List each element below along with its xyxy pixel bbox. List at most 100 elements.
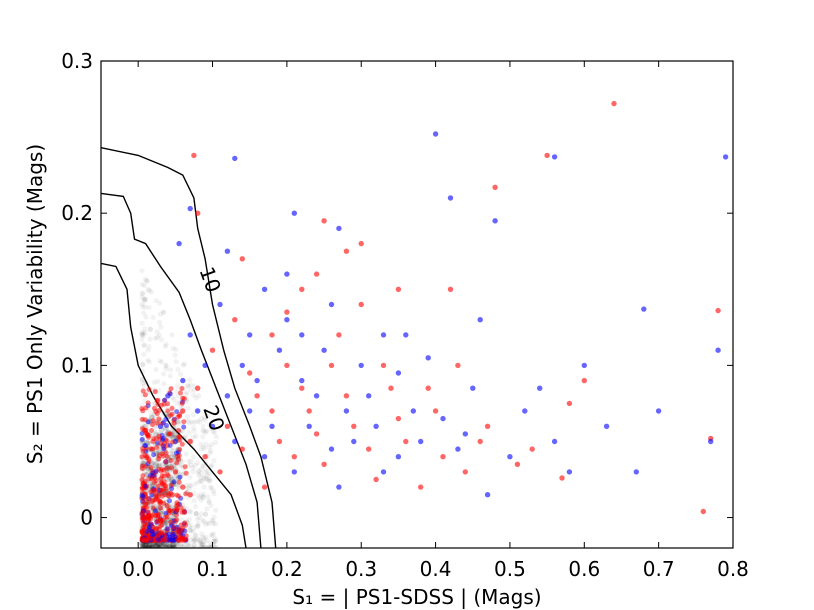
y-tick-label: 0.1 xyxy=(61,353,93,377)
density-dot xyxy=(187,527,193,533)
density-dot xyxy=(195,492,201,499)
blue-point xyxy=(380,469,387,475)
blue-point xyxy=(164,526,170,532)
density-dot xyxy=(194,536,201,542)
density-dot xyxy=(180,362,186,368)
red-point xyxy=(153,487,158,493)
density-dot xyxy=(163,544,169,548)
red-point xyxy=(174,500,180,506)
density-dot xyxy=(192,537,198,543)
red-point xyxy=(163,459,169,465)
density-dot xyxy=(150,314,156,320)
red-point xyxy=(150,418,156,424)
density-dot xyxy=(207,471,213,477)
red-point xyxy=(139,466,145,472)
density-dot xyxy=(158,324,164,330)
red-point xyxy=(195,210,201,216)
blue-point xyxy=(708,438,714,445)
density-dot xyxy=(196,392,202,399)
density-dot xyxy=(191,428,197,434)
density-dot xyxy=(143,542,149,548)
density-dot xyxy=(205,493,211,500)
density-dot xyxy=(142,298,148,304)
density-dot xyxy=(200,475,207,481)
density-dot xyxy=(161,545,167,548)
density-dot xyxy=(196,495,203,501)
density-dot xyxy=(170,541,177,548)
red-point xyxy=(529,446,535,452)
contour-line xyxy=(101,147,277,548)
blue-point xyxy=(291,210,297,216)
red-point xyxy=(395,286,402,292)
red-point xyxy=(143,405,149,411)
red-point xyxy=(700,508,706,515)
red-point xyxy=(154,445,160,450)
blue-point xyxy=(395,370,402,376)
blue-point xyxy=(507,454,513,460)
red-point xyxy=(150,524,156,530)
red-point xyxy=(158,441,164,447)
red-point xyxy=(162,492,168,498)
density-dot xyxy=(175,366,181,373)
density-dot xyxy=(209,517,215,523)
red-point xyxy=(153,478,159,484)
density-dot xyxy=(177,543,184,548)
density-dot xyxy=(159,359,165,365)
density-dot xyxy=(175,545,181,548)
density-dot xyxy=(201,545,207,548)
density-dot xyxy=(187,474,193,480)
density-dot xyxy=(200,423,206,429)
density-dot xyxy=(153,366,159,373)
red-point xyxy=(328,362,335,369)
density-dot xyxy=(210,521,216,527)
density-dot xyxy=(206,520,212,526)
red-point xyxy=(202,454,208,460)
red-point xyxy=(159,451,165,457)
red-point xyxy=(145,400,151,406)
red-point xyxy=(164,453,170,459)
blue-point xyxy=(633,469,639,475)
red-point xyxy=(158,488,164,493)
red-point xyxy=(191,152,197,159)
density-dot xyxy=(199,478,205,484)
density-dot xyxy=(163,544,169,548)
blue-point xyxy=(522,408,528,414)
density-dot xyxy=(195,523,201,529)
density-dot xyxy=(139,268,145,274)
density-dot xyxy=(201,491,207,497)
blue-point xyxy=(492,218,498,224)
density-dot xyxy=(198,497,204,503)
density-dot xyxy=(213,507,219,513)
density-dot xyxy=(199,541,205,547)
red-point xyxy=(176,493,182,499)
red-point xyxy=(484,423,491,429)
density-dot xyxy=(146,543,153,548)
density-dot xyxy=(170,544,177,548)
density-dot xyxy=(139,281,145,287)
blue-point xyxy=(306,423,312,429)
density-dot xyxy=(185,418,191,424)
red-point xyxy=(239,256,245,262)
density-dot xyxy=(174,545,180,548)
red-point xyxy=(172,469,179,475)
density-dot xyxy=(146,304,152,311)
red-point xyxy=(366,446,372,452)
density-dot xyxy=(200,494,206,500)
density-dot xyxy=(197,537,203,543)
density-dot xyxy=(139,332,145,338)
blue-point xyxy=(551,438,558,445)
density-dot xyxy=(201,484,207,490)
density-dot xyxy=(140,545,146,548)
density-dot xyxy=(201,428,207,435)
density-dot xyxy=(187,527,193,534)
density-dot xyxy=(139,544,145,548)
density-dot xyxy=(207,450,213,456)
density-dot xyxy=(207,545,214,548)
density-dot xyxy=(183,391,189,398)
density-dot xyxy=(171,545,177,548)
density-dot xyxy=(193,433,199,439)
density-dot xyxy=(209,462,215,468)
density-dot xyxy=(191,497,197,504)
blue-point xyxy=(202,362,208,369)
